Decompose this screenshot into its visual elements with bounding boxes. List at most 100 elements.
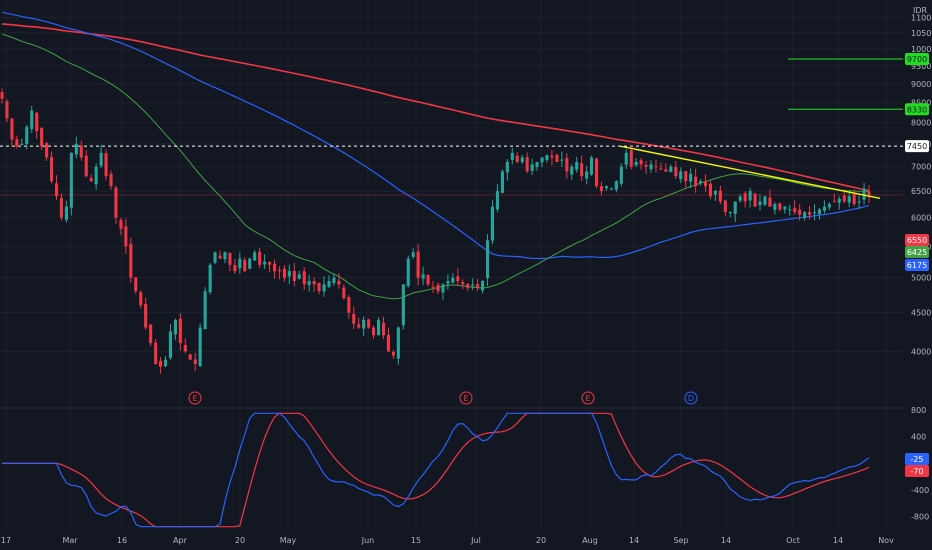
candle-body[interactable] [842,195,846,202]
candle-body[interactable] [69,152,73,208]
candle-body[interactable] [213,252,217,263]
candle-body[interactable] [649,164,653,170]
candle-body[interactable] [817,209,821,214]
event-marker-d[interactable] [684,391,698,405]
candle-body[interactable] [674,167,678,177]
candle-body[interactable] [540,157,544,163]
candle-body[interactable] [273,263,277,272]
candle-body[interactable] [446,281,450,284]
candle-body[interactable] [322,284,326,292]
candle-body[interactable] [753,193,757,207]
candle-body[interactable] [25,126,29,144]
candle-body[interactable] [312,281,316,285]
candle-body[interactable] [599,186,603,192]
candle-body[interactable] [768,197,772,207]
candle-body[interactable] [193,359,197,365]
candle-body[interactable] [154,342,158,364]
candle-body[interactable] [436,284,440,292]
candle-body[interactable] [565,158,569,172]
candle-body[interactable] [114,187,118,218]
event-marker-e[interactable] [581,391,595,405]
candle-body[interactable] [595,158,599,187]
candle-body[interactable] [713,191,717,195]
candle-body[interactable] [788,209,792,211]
candle-body[interactable] [35,112,39,131]
candle-body[interactable] [263,261,267,265]
candle-body[interactable] [243,260,247,272]
candle-body[interactable] [803,212,807,218]
candle-body[interactable] [431,286,435,288]
candle-body[interactable] [822,206,826,211]
candle-body[interactable] [55,183,59,197]
candle-body[interactable] [778,203,782,210]
candle-body[interactable] [852,194,856,205]
candles[interactable] [0,88,871,374]
candle-body[interactable] [129,243,133,278]
candle-body[interactable] [168,331,172,358]
candle-body[interactable] [570,166,574,175]
candle-body[interactable] [669,166,673,173]
candle-body[interactable] [530,164,534,171]
candle-body[interactable] [248,258,252,269]
candle-body[interactable] [124,226,128,247]
event-marker-e[interactable] [459,391,473,405]
candle-body[interactable] [679,171,683,180]
candle-body[interactable] [382,322,386,336]
candle-body[interactable] [634,162,638,166]
candle-body[interactable] [307,281,311,286]
candle-body[interactable] [827,204,831,208]
candle-body[interactable] [500,171,504,193]
candle-body[interactable] [486,240,490,279]
candle-body[interactable] [203,291,207,329]
event-marker-e[interactable] [188,391,202,405]
candle-body[interactable] [689,173,693,182]
candle-body[interactable] [699,181,703,184]
candle-body[interactable] [793,208,797,213]
candle-body[interactable] [505,162,509,173]
candle-body[interactable] [15,139,19,147]
candle-body[interactable] [208,264,212,293]
candle-body[interactable] [173,319,177,335]
candle-body[interactable] [441,284,445,293]
candle-body[interactable] [188,354,192,360]
candle-body[interactable] [545,155,549,160]
candle-body[interactable] [416,251,420,278]
candle-body[interactable] [342,287,346,299]
candle-body[interactable] [847,196,851,203]
candle-body[interactable] [367,319,371,328]
candle-body[interactable] [287,271,291,277]
candle-body[interactable] [40,127,44,147]
candle-body[interactable] [377,319,381,336]
candle-body[interactable] [763,196,767,205]
candle-body[interactable] [758,201,762,206]
candle-body[interactable] [639,160,643,165]
candle-body[interactable] [585,171,589,179]
candle-body[interactable] [857,201,861,203]
candle-body[interactable] [555,154,559,162]
candle-body[interactable] [490,206,494,241]
candle-body[interactable] [59,198,63,218]
candle-body[interactable] [178,318,182,344]
candle-body[interactable] [258,251,262,265]
candle-body[interactable] [218,255,222,259]
candle-body[interactable] [456,276,460,282]
candle-body[interactable] [515,155,519,162]
candle-body[interactable] [327,281,331,287]
time-axis[interactable]: 17 Mar 16 Apr 20 May Jun 15 Jul 20 Aug 14 Sep 14 Oct 14… [1,536,894,545]
candle-body[interactable] [421,274,425,279]
candle-body[interactable] [783,206,787,210]
candle-body[interactable] [109,174,113,187]
candle-body[interactable] [451,277,455,283]
candle-body[interactable] [461,282,465,285]
candle-body[interactable] [411,252,415,257]
candle-body[interactable] [337,280,341,285]
candle-body[interactable] [149,324,153,344]
candle-body[interactable] [614,181,618,190]
candle-body[interactable] [525,157,529,172]
candle-body[interactable] [20,143,24,145]
candle-body[interactable] [139,292,143,306]
candle-body[interactable] [704,181,708,187]
candle-body[interactable] [560,159,564,161]
